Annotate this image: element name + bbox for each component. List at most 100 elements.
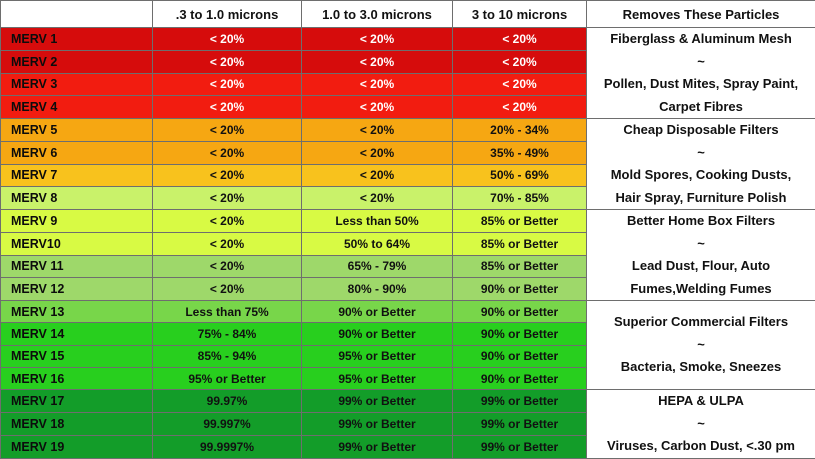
efficiency-3-10-cell: 85% or Better bbox=[453, 232, 587, 255]
particle-line: Mold Spores, Cooking Dusts, bbox=[587, 164, 815, 187]
efficiency-3-10-cell: 99% or Better bbox=[453, 413, 587, 436]
efficiency-1-3-cell: 95% or Better bbox=[302, 367, 453, 389]
merv-rating-cell: MERV 3 bbox=[1, 73, 153, 96]
particle-line: Carpet Fibres bbox=[587, 96, 815, 119]
tilde-separator: ~ bbox=[587, 142, 815, 165]
efficiency-3-10-cell: < 20% bbox=[453, 96, 587, 119]
merv-rating-cell: MERV 16 bbox=[1, 367, 153, 389]
efficiency-3-10-cell: 99% or Better bbox=[453, 390, 587, 413]
merv-rating-cell: MERV 12 bbox=[1, 278, 153, 301]
tilde-separator: ~ bbox=[587, 334, 815, 357]
removes-particles-cell: Fiberglass & Aluminum Mesh~Pollen, Dust … bbox=[587, 28, 815, 119]
tilde-separator: ~ bbox=[587, 413, 815, 436]
efficiency-03-1-cell: < 20% bbox=[153, 232, 302, 255]
efficiency-03-1-cell: 85% - 94% bbox=[153, 345, 302, 367]
tilde-separator: ~ bbox=[587, 233, 815, 256]
efficiency-1-3-cell: < 20% bbox=[302, 73, 453, 96]
table-row: MERV 1< 20%< 20%< 20%Fiberglass & Alumin… bbox=[1, 28, 815, 51]
efficiency-3-10-cell: < 20% bbox=[453, 50, 587, 73]
header-row: .3 to 1.0 microns 1.0 to 3.0 microns 3 t… bbox=[1, 1, 815, 28]
efficiency-1-3-cell: < 20% bbox=[302, 119, 453, 142]
efficiency-1-3-cell: < 20% bbox=[302, 141, 453, 164]
removes-particles-cell: Superior Commercial Filters~Bacteria, Sm… bbox=[587, 301, 815, 390]
efficiency-3-10-cell: 20% - 34% bbox=[453, 119, 587, 142]
merv-rating-cell: MERV 13 bbox=[1, 301, 153, 323]
efficiency-03-1-cell: < 20% bbox=[153, 164, 302, 187]
table-row: MERV 5< 20%< 20%20% - 34%Cheap Disposabl… bbox=[1, 119, 815, 142]
merv-rating-cell: MERV 9 bbox=[1, 210, 153, 233]
merv-rating-cell: MERV 4 bbox=[1, 96, 153, 119]
efficiency-1-3-cell: Less than 50% bbox=[302, 210, 453, 233]
efficiency-1-3-cell: 50% to 64% bbox=[302, 232, 453, 255]
efficiency-1-3-cell: < 20% bbox=[302, 50, 453, 73]
efficiency-03-1-cell: < 20% bbox=[153, 187, 302, 210]
efficiency-1-3-cell: < 20% bbox=[302, 164, 453, 187]
efficiency-1-3-cell: < 20% bbox=[302, 28, 453, 51]
efficiency-1-3-cell: 99% or Better bbox=[302, 413, 453, 436]
efficiency-3-10-cell: 85% or Better bbox=[453, 255, 587, 278]
merv-rating-cell: MERV 14 bbox=[1, 323, 153, 345]
efficiency-03-1-cell: 99.97% bbox=[153, 390, 302, 413]
header-1-to-3-microns: 1.0 to 3.0 microns bbox=[302, 1, 453, 28]
efficiency-03-1-cell: < 20% bbox=[153, 278, 302, 301]
efficiency-3-10-cell: 90% or Better bbox=[453, 278, 587, 301]
merv-rating-cell: MERV 1 bbox=[1, 28, 153, 51]
efficiency-3-10-cell: 90% or Better bbox=[453, 301, 587, 323]
merv-rating-cell: MERV 5 bbox=[1, 119, 153, 142]
particle-line: Hair Spray, Furniture Polish bbox=[587, 187, 815, 210]
tilde-separator: ~ bbox=[587, 51, 815, 74]
efficiency-1-3-cell: < 20% bbox=[302, 96, 453, 119]
particle-line: HEPA & ULPA bbox=[587, 390, 815, 413]
particle-line: Better Home Box Filters bbox=[587, 210, 815, 233]
particle-line: Bacteria, Smoke, Sneezes bbox=[587, 356, 815, 379]
efficiency-03-1-cell: < 20% bbox=[153, 210, 302, 233]
efficiency-03-1-cell: < 20% bbox=[153, 255, 302, 278]
efficiency-3-10-cell: 50% - 69% bbox=[453, 164, 587, 187]
efficiency-1-3-cell: 90% or Better bbox=[302, 323, 453, 345]
removes-particles-cell: HEPA & ULPA~Viruses, Carbon Dust, <.30 p… bbox=[587, 390, 815, 459]
efficiency-3-10-cell: 90% or Better bbox=[453, 323, 587, 345]
efficiency-03-1-cell: < 20% bbox=[153, 73, 302, 96]
efficiency-03-1-cell: 95% or Better bbox=[153, 367, 302, 389]
particle-line: Viruses, Carbon Dust, <.30 pm bbox=[587, 435, 815, 458]
efficiency-03-1-cell: 75% - 84% bbox=[153, 323, 302, 345]
efficiency-3-10-cell: 90% or Better bbox=[453, 367, 587, 389]
merv-rating-cell: MERV 17 bbox=[1, 390, 153, 413]
efficiency-3-10-cell: 70% - 85% bbox=[453, 187, 587, 210]
removes-particles-cell: Better Home Box Filters~Lead Dust, Flour… bbox=[587, 210, 815, 301]
particle-line: Pollen, Dust Mites, Spray Paint, bbox=[587, 73, 815, 96]
particle-line: Lead Dust, Flour, Auto bbox=[587, 255, 815, 278]
efficiency-03-1-cell: 99.997% bbox=[153, 413, 302, 436]
merv-rating-cell: MERV 11 bbox=[1, 255, 153, 278]
efficiency-3-10-cell: < 20% bbox=[453, 73, 587, 96]
efficiency-1-3-cell: 80% - 90% bbox=[302, 278, 453, 301]
merv-rating-cell: MERV 8 bbox=[1, 187, 153, 210]
efficiency-03-1-cell: Less than 75% bbox=[153, 301, 302, 323]
efficiency-1-3-cell: < 20% bbox=[302, 187, 453, 210]
efficiency-1-3-cell: 95% or Better bbox=[302, 345, 453, 367]
merv-rating-cell: MERV 6 bbox=[1, 141, 153, 164]
efficiency-1-3-cell: 99% or Better bbox=[302, 390, 453, 413]
efficiency-1-3-cell: 90% or Better bbox=[302, 301, 453, 323]
header-removes-particles: Removes These Particles bbox=[587, 1, 815, 28]
merv-rating-cell: MERV 7 bbox=[1, 164, 153, 187]
efficiency-3-10-cell: < 20% bbox=[453, 28, 587, 51]
efficiency-3-10-cell: 35% - 49% bbox=[453, 141, 587, 164]
efficiency-3-10-cell: 85% or Better bbox=[453, 210, 587, 233]
merv-rating-cell: MERV 18 bbox=[1, 413, 153, 436]
merv-rating-cell: MERV10 bbox=[1, 232, 153, 255]
efficiency-3-10-cell: 90% or Better bbox=[453, 345, 587, 367]
particle-line: Cheap Disposable Filters bbox=[587, 119, 815, 142]
particle-line: Superior Commercial Filters bbox=[587, 311, 815, 334]
particle-line: Fiberglass & Aluminum Mesh bbox=[587, 28, 815, 51]
efficiency-03-1-cell: < 20% bbox=[153, 50, 302, 73]
header-03-to-1-microns: .3 to 1.0 microns bbox=[153, 1, 302, 28]
removes-particles-cell: Cheap Disposable Filters~Mold Spores, Co… bbox=[587, 119, 815, 210]
merv-rating-cell: MERV 2 bbox=[1, 50, 153, 73]
efficiency-03-1-cell: < 20% bbox=[153, 119, 302, 142]
efficiency-1-3-cell: 65% - 79% bbox=[302, 255, 453, 278]
